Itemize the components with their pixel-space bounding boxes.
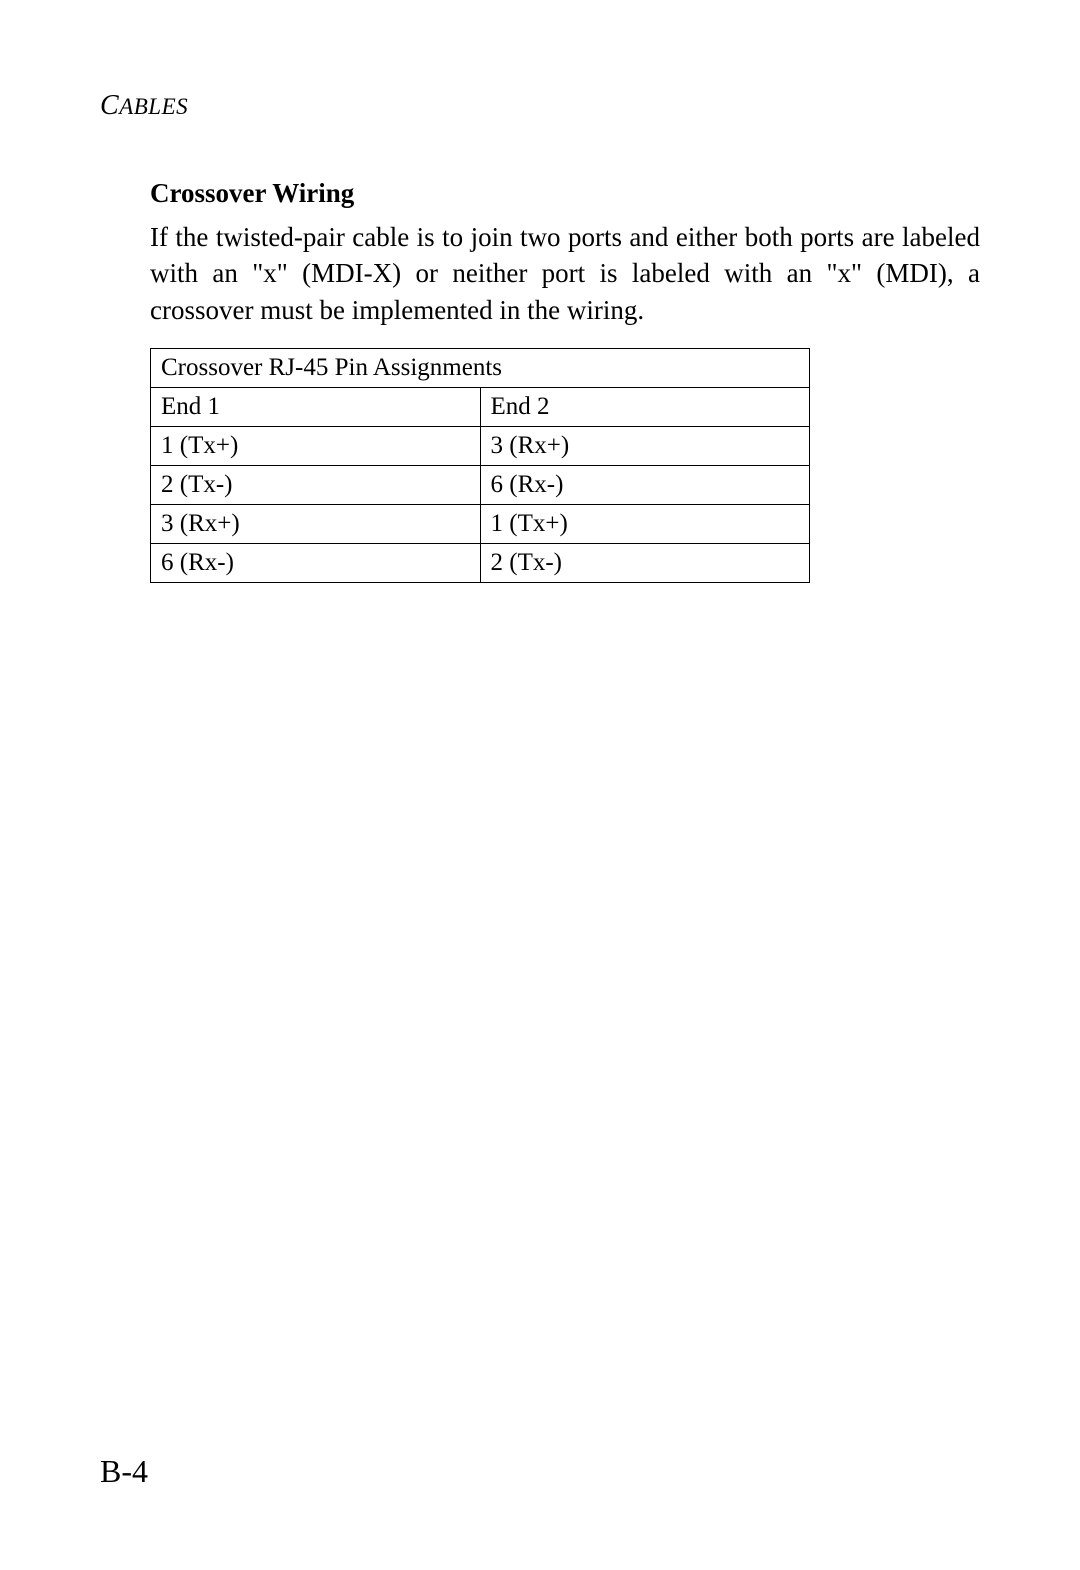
pin-assignments-table: Crossover RJ-45 Pin Assignments End 1 En… [150,348,810,583]
table-row: 6 (Rx-) 2 (Tx-) [151,544,810,583]
table-title-row: Crossover RJ-45 Pin Assignments [151,349,810,388]
section-heading: Crossover Wiring [150,178,980,209]
table-cell: 2 (Tx-) [480,544,810,583]
table-cell: 1 (Tx+) [480,505,810,544]
table-cell: 6 (Rx-) [151,544,481,583]
table-row: 3 (Rx+) 1 (Tx+) [151,505,810,544]
column-header-end1: End 1 [151,388,481,427]
page-number: B-4 [100,1453,148,1490]
header-label: CABLES [100,94,188,119]
table-cell: 3 (Rx+) [151,505,481,544]
body-paragraph: If the twisted-pair cable is to join two… [150,219,980,328]
table-header-row: End 1 End 2 [151,388,810,427]
table-cell: 2 (Tx-) [151,466,481,505]
table-row: 1 (Tx+) 3 (Rx+) [151,427,810,466]
page-content: Crossover Wiring If the twisted-pair cab… [150,178,980,583]
table-cell: 1 (Tx+) [151,427,481,466]
table-row: 2 (Tx-) 6 (Rx-) [151,466,810,505]
column-header-end2: End 2 [480,388,810,427]
table-title: Crossover RJ-45 Pin Assignments [151,349,810,388]
page-header: CABLES [100,90,980,122]
table-cell: 3 (Rx+) [480,427,810,466]
table-cell: 6 (Rx-) [480,466,810,505]
